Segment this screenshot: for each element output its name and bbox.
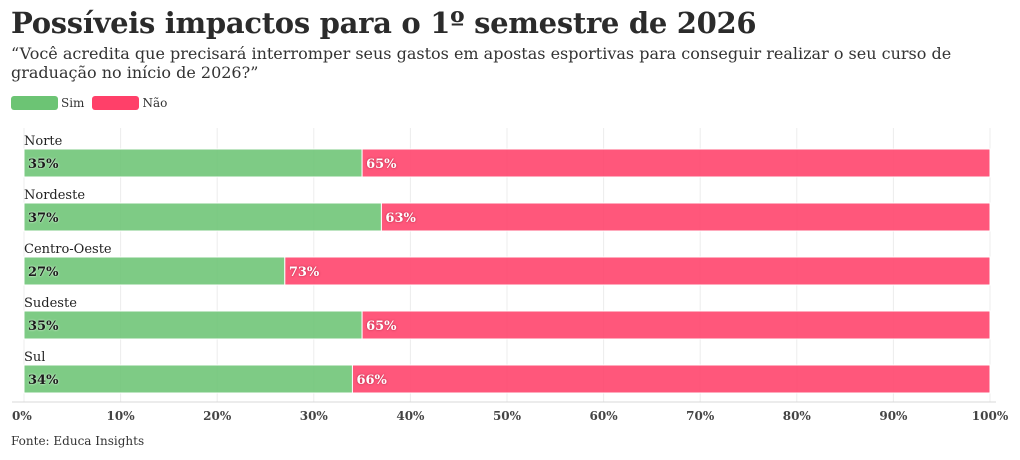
legend: Sim Não: [11, 96, 175, 110]
value-label-sim-sul: 34%: [28, 373, 59, 388]
bar-sim-sudeste: [23, 310, 363, 340]
x-tick-label: 50%: [493, 409, 522, 423]
category-label-centro-oeste: Centro-Oeste: [24, 242, 112, 257]
value-label-não-nordeste: 63%: [385, 211, 416, 226]
value-label-não-centro-oeste: 73%: [289, 265, 320, 280]
x-tick-label: 80%: [783, 409, 812, 423]
x-tick-label: 40%: [396, 409, 425, 423]
x-tick-label: 70%: [686, 409, 715, 423]
value-label-não-sul: 66%: [356, 373, 387, 388]
bar-não-sul: [351, 364, 991, 394]
value-label-sim-norte: 35%: [28, 157, 59, 172]
x-tick-label: 90%: [879, 409, 908, 423]
x-tick-label: 0%: [12, 409, 32, 423]
category-label-sul: Sul: [24, 350, 45, 365]
value-label-sim-sudeste: 35%: [28, 319, 59, 334]
bar-não-sudeste: [361, 310, 991, 340]
x-tick-label: 60%: [590, 409, 619, 423]
bar-não-norte: [361, 148, 991, 178]
legend-label-nao: Não: [142, 96, 168, 110]
value-label-sim-nordeste: 37%: [28, 211, 59, 226]
x-tick-label: 100%: [972, 409, 1009, 423]
legend-label-sim: Sim: [61, 96, 85, 110]
legend-item-sim: Sim: [11, 96, 84, 110]
bar-sim-norte: [23, 148, 363, 178]
x-tick-label: 20%: [203, 409, 232, 423]
x-tick-label: 30%: [300, 409, 329, 423]
category-label-sudeste: Sudeste: [24, 296, 77, 311]
value-label-sim-centro-oeste: 27%: [28, 265, 59, 280]
bar-não-nordeste: [380, 202, 991, 232]
value-label-não-sudeste: 65%: [366, 319, 397, 334]
legend-swatch-sim: [11, 96, 58, 110]
chart-subtitle: “Você acredita que precisará interromper…: [11, 44, 952, 82]
value-label-não-norte: 65%: [366, 157, 397, 172]
source-note: Fonte: Educa Insights: [11, 434, 145, 448]
bar-sim-nordeste: [23, 202, 382, 232]
category-label-norte: Norte: [24, 134, 63, 149]
x-tick-label: 10%: [107, 409, 136, 423]
bar-sim-centro-oeste: [23, 256, 286, 286]
stacked-bar-chart: Norte 35% 65% Nordeste 37% 63% Centro-Oeste 27%…: [12, 128, 1009, 423]
legend-item-nao: Não: [92, 96, 167, 110]
bar-sim-sul: [23, 364, 353, 394]
bar-não-centro-oeste: [284, 256, 991, 286]
category-label-nordeste: Nordeste: [24, 188, 85, 203]
legend-swatch-nao: [92, 96, 140, 110]
chart-title: Possíveis impactos para o 1º semestre de…: [11, 6, 757, 40]
